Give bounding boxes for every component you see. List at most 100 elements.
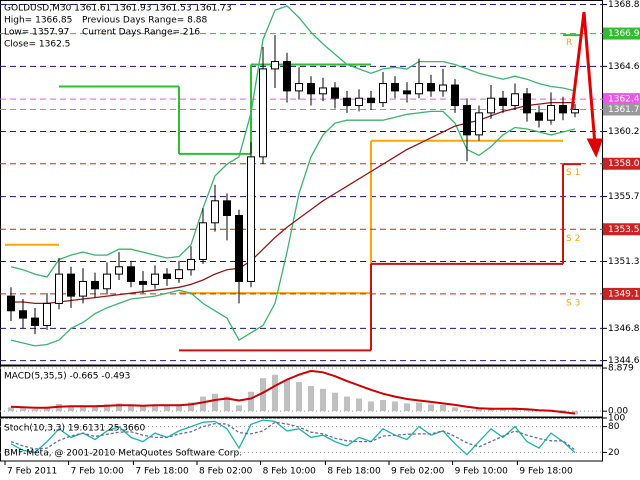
y-tick-label: 0.00 xyxy=(608,407,628,417)
candle-body xyxy=(331,87,339,99)
histogram-bar xyxy=(104,404,110,412)
x-tick-label: 7 Feb 10:00 xyxy=(71,467,125,477)
histogram-bar xyxy=(80,405,86,412)
histogram-bar xyxy=(44,406,50,412)
histogram-bar xyxy=(272,374,278,412)
histogram-bar xyxy=(212,393,218,412)
histogram-bar xyxy=(320,388,326,412)
level-label: 1353.56 xyxy=(608,225,640,235)
candle-body xyxy=(307,83,315,95)
y-tick-label: 1355.79 xyxy=(608,192,640,202)
histogram-bar xyxy=(416,402,422,412)
level-box xyxy=(603,223,640,236)
info-text: Current Days Range= 216 xyxy=(82,28,200,38)
histogram-bar xyxy=(32,409,38,412)
candle-body xyxy=(67,273,75,297)
candle-body xyxy=(523,93,531,114)
histogram-bar xyxy=(560,410,566,412)
level-label: 1362.44 xyxy=(608,95,640,105)
histogram-bar xyxy=(452,407,458,412)
candle-body xyxy=(343,97,351,107)
panel-title: MACD(5,35,5) -0.665 -0.493 xyxy=(4,372,130,382)
pivot-tag: R xyxy=(566,38,572,48)
candle-body xyxy=(175,269,183,280)
histogram-bar xyxy=(152,404,158,412)
histogram-bar xyxy=(260,378,266,412)
histogram-bar xyxy=(236,405,242,412)
candle-body xyxy=(367,97,375,104)
level-box xyxy=(603,93,640,106)
histogram-bar xyxy=(8,407,14,412)
candle-body xyxy=(19,310,27,319)
candle-body xyxy=(163,273,171,280)
red-arrow xyxy=(570,11,604,158)
indicator-line xyxy=(10,369,576,415)
y-tick-label: 1368.89 xyxy=(608,0,640,10)
info-text: High= 1366.85 xyxy=(4,16,72,26)
candle-body xyxy=(475,112,483,136)
level-label: 1349.15 xyxy=(608,289,640,299)
candle-body xyxy=(415,83,423,95)
y-tick-label: 80 xyxy=(608,422,620,432)
x-tick-label: 9 Feb 02:00 xyxy=(391,467,445,477)
candle-body xyxy=(295,83,303,92)
pivot-tag: S 3 xyxy=(566,298,580,308)
candle-body xyxy=(31,317,39,326)
candle-body xyxy=(115,266,123,275)
histogram-bar xyxy=(116,403,122,412)
candle-body xyxy=(355,97,363,107)
candle-body xyxy=(511,93,519,107)
candle-body xyxy=(319,87,327,95)
histogram-bar xyxy=(296,382,302,412)
level-label: 1366.91 xyxy=(608,29,640,39)
histogram-bar xyxy=(188,402,194,412)
candle-body xyxy=(247,156,255,282)
histogram-bar xyxy=(248,391,254,412)
histogram-bar xyxy=(476,409,482,412)
panel-content xyxy=(0,418,603,456)
panel-content xyxy=(0,367,603,415)
candle-body xyxy=(547,105,555,121)
level-label: 1358.03 xyxy=(608,159,640,169)
candle-body xyxy=(235,214,243,282)
histogram-bar xyxy=(380,400,386,412)
candle-body xyxy=(391,83,399,92)
histogram-bar xyxy=(68,406,74,412)
x-tick-label: 8 Feb 18:00 xyxy=(327,467,381,477)
histogram-bar xyxy=(284,379,290,412)
candle-body xyxy=(199,222,207,260)
candle-body xyxy=(211,200,219,224)
info-text: Close= 1362.5 xyxy=(4,40,70,50)
candle-body xyxy=(43,302,51,326)
y-tick-label: 1351.36 xyxy=(608,257,640,267)
panel-content xyxy=(0,4,603,362)
histogram-bar xyxy=(224,396,230,412)
candle-body xyxy=(571,109,579,114)
candle-body xyxy=(127,266,135,282)
histogram-bar xyxy=(92,406,98,412)
level-box xyxy=(603,27,640,40)
histogram-bar xyxy=(344,396,350,412)
histogram-bar xyxy=(428,404,434,412)
y-tick-label: 1364.67 xyxy=(608,62,640,72)
level-box xyxy=(603,103,640,116)
info-text: Low= 1357.97 xyxy=(4,28,69,38)
candle-body xyxy=(403,90,411,95)
x-tick-label: 7 Feb 2011 xyxy=(7,467,57,477)
candle-body xyxy=(187,258,195,271)
candle-body xyxy=(535,112,543,121)
histogram-bar xyxy=(332,392,338,412)
x-tick-label: 8 Feb 10:00 xyxy=(263,467,317,477)
candle-body xyxy=(7,295,15,312)
y-tick-label: 1360.23 xyxy=(608,127,640,137)
histogram-bar xyxy=(356,398,362,412)
panel-title: Stoch(10,3,3) 19.6131 25.3660 xyxy=(4,424,145,434)
level-box xyxy=(603,287,640,300)
level-box xyxy=(603,157,640,170)
y-tick-label: 1346.80 xyxy=(608,324,640,334)
histogram-bar xyxy=(308,385,314,412)
candle-body xyxy=(223,200,231,216)
candle-body xyxy=(55,273,63,304)
x-tick-label: 8 Feb 02:00 xyxy=(199,467,253,477)
